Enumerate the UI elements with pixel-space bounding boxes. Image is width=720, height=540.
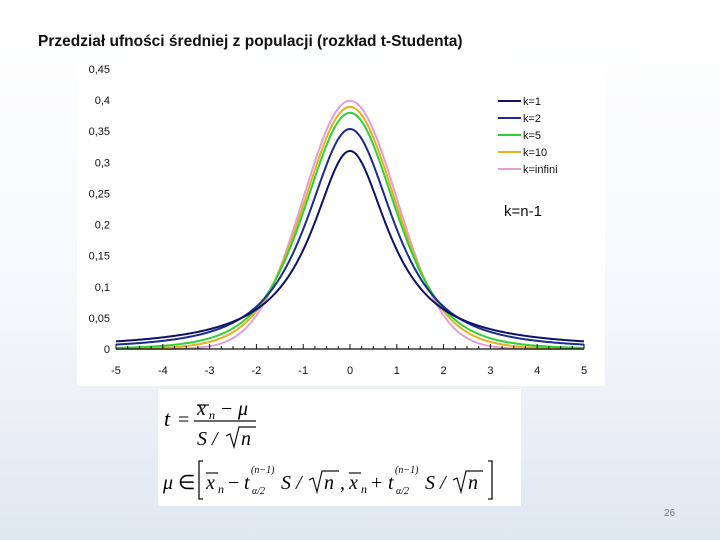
chart-annotation: k=n-1 xyxy=(504,203,542,220)
confidence-interval-formula: μ ∈ x n − t (n−1) α/2 S / n , x n + t (n… xyxy=(162,460,493,500)
legend-label: k=1 xyxy=(523,96,541,108)
y-tick-label: 0,45 xyxy=(89,64,110,76)
curves-group xyxy=(115,99,585,350)
x-subscript-3: n xyxy=(361,482,367,496)
y-tick-label: 0,35 xyxy=(89,126,110,138)
t-superscript-1: (n−1) xyxy=(251,465,275,476)
x-tick-label: -3 xyxy=(205,365,215,377)
legend-label: k=10 xyxy=(523,147,547,159)
chart-legend: k=1 k=2 k=5 k=10 k=infini xyxy=(498,96,558,176)
sqrt-n: n xyxy=(241,428,251,450)
legend-label: k=2 xyxy=(523,113,541,125)
sqrt-sign xyxy=(225,426,256,450)
t-distribution-chart: -5 -4 -3 -2 -1 0 1 2 3 4 5 0 0,05 0,1 0,15 0,2 0,25 0,3 0… xyxy=(77,59,605,386)
series-line-k-5 xyxy=(115,111,585,349)
series-line-k-2 xyxy=(115,128,585,346)
x-variable-3: x xyxy=(348,472,358,494)
x-axis-ticks: -5 -4 -3 -2 -1 0 1 2 3 4 5 xyxy=(111,344,587,377)
x-variable: x xyxy=(196,398,206,420)
y-tick-label: 0,05 xyxy=(89,313,110,325)
t-symbol-3: t xyxy=(388,472,394,494)
left-bracket xyxy=(198,460,203,500)
x-tick-label: 4 xyxy=(534,365,540,377)
t-subscript-1: α/2 xyxy=(252,486,265,497)
x-tick-label: 2 xyxy=(441,365,447,377)
series-line-k-10 xyxy=(115,105,585,350)
x-tick-label: -1 xyxy=(298,365,308,377)
y-tick-label: 0,15 xyxy=(89,251,110,263)
y-tick-label: 0,4 xyxy=(95,95,110,107)
comma: , xyxy=(340,472,345,494)
mu-symbol: μ xyxy=(237,398,248,420)
sqrt-sign-3 xyxy=(452,470,483,495)
s-over: S / xyxy=(197,428,220,450)
right-bracket xyxy=(488,460,493,500)
plus-sign: + xyxy=(371,472,382,494)
s-over-3: S / xyxy=(425,472,448,494)
equals-sign: = xyxy=(178,409,189,431)
series-line-k-1 xyxy=(115,149,585,343)
y-tick-label: 0,3 xyxy=(95,157,110,169)
sqrt-n-2: n xyxy=(324,472,334,494)
page-number: 26 xyxy=(664,508,676,519)
slide-title: Przedział ufności średniej z populacji (… xyxy=(38,33,463,50)
t-symbol-2: t xyxy=(244,472,250,494)
y-tick-label: 0 xyxy=(104,344,110,356)
x-subscript-2: n xyxy=(218,482,224,496)
t-symbol: t xyxy=(164,406,171,431)
minus-sign-2: − xyxy=(228,472,239,494)
formula-svg: t = x n − μ S / n μ ∈ x n − t (n−1) α/2 … xyxy=(162,398,493,500)
chart-svg: -5 -4 -3 -2 -1 0 1 2 3 4 5 00,050,10,150,20,250,30… xyxy=(89,64,587,377)
y-tick-label: 0,2 xyxy=(95,220,110,232)
s-over-2: S / xyxy=(281,472,304,494)
x-tick-label: 5 xyxy=(581,365,587,377)
y-tick-label: 0,25 xyxy=(89,188,110,200)
legend-label: k=infini xyxy=(523,164,558,176)
series-line-k-infini xyxy=(116,99,584,350)
x-tick-label: 1 xyxy=(394,365,400,377)
x-tick-label: 3 xyxy=(487,365,493,377)
mu-symbol-2: μ xyxy=(162,472,173,494)
x-subscript: n xyxy=(209,408,215,422)
sqrt-n-3: n xyxy=(468,472,478,494)
x-variable-2: x xyxy=(205,472,215,494)
y-axis-ticks: 0 0,05 0,1 0,15 0,2 0,25 0,3 0,35 0,4 0,45 xyxy=(89,64,110,356)
x-tick-label: -4 xyxy=(158,365,168,377)
x-tick-label: -2 xyxy=(252,365,262,377)
x-tick-label: 0 xyxy=(347,365,353,377)
legend-label: k=5 xyxy=(523,130,541,142)
x-tick-label: -5 xyxy=(111,365,121,377)
t-statistic-formula: t = x n − μ S / n xyxy=(164,398,256,450)
formula-panel: t = x n − μ S / n μ ∈ x n − t (n−1) α/2 … xyxy=(158,389,521,506)
sqrt-sign-2 xyxy=(308,470,339,495)
t-subscript-2: α/2 xyxy=(396,486,409,497)
t-superscript-2: (n−1) xyxy=(395,465,419,476)
element-of-sign: ∈ xyxy=(178,472,195,494)
y-tick-label: 0,1 xyxy=(95,282,110,294)
minus-sign: − xyxy=(221,398,232,420)
